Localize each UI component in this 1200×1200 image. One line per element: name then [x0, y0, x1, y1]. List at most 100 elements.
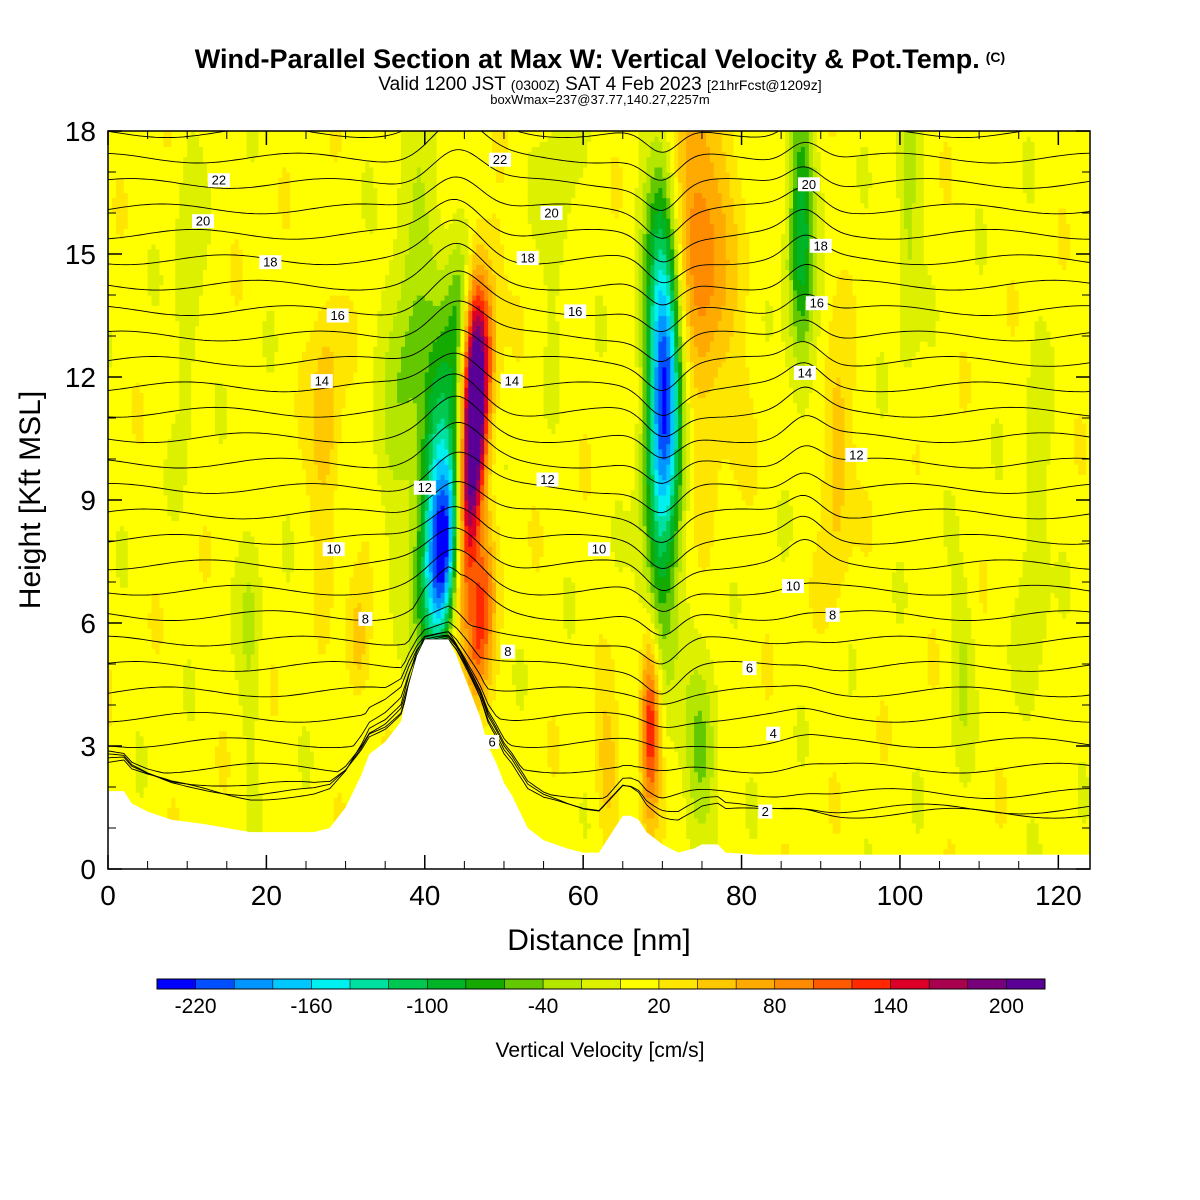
heat-cell	[128, 341, 133, 347]
heat-cell	[140, 736, 145, 742]
heat-cell	[140, 280, 145, 286]
heat-cell	[116, 321, 121, 327]
heat-cell	[116, 449, 121, 455]
heat-cell	[140, 423, 145, 429]
heat-cell	[136, 444, 141, 450]
heat-cell	[116, 710, 121, 716]
heat-cell	[116, 346, 121, 352]
heat-cell	[112, 459, 117, 465]
heat-cell	[120, 136, 125, 142]
heat-cell	[120, 531, 125, 537]
heat-cell	[120, 403, 125, 409]
heat-cell	[140, 526, 145, 532]
heat-cell	[124, 454, 129, 460]
heat-cell	[140, 433, 145, 439]
heat-cell	[124, 398, 129, 404]
heat-cell	[116, 767, 121, 773]
heat-cell	[136, 710, 141, 716]
heat-cell	[124, 623, 129, 629]
heat-cell	[128, 777, 133, 783]
heat-cell	[116, 480, 121, 486]
heat-cell	[116, 208, 121, 214]
heat-cell	[112, 382, 117, 388]
heat-cell	[132, 521, 137, 527]
heat-cell	[124, 700, 129, 706]
heat-cell	[128, 454, 133, 460]
heat-cell	[128, 644, 133, 650]
heat-cell	[132, 392, 137, 398]
heat-cell	[140, 608, 145, 614]
heat-cell	[132, 582, 137, 588]
heat-cell	[136, 213, 141, 219]
heat-cell	[132, 228, 137, 234]
heat-cell	[136, 367, 141, 373]
heat-cell	[132, 541, 137, 547]
heat-cell	[124, 167, 129, 173]
heat-cell	[128, 141, 133, 147]
heat-cell	[128, 587, 133, 593]
heat-cell	[132, 444, 137, 450]
heat-cell	[116, 351, 121, 357]
heat-cell	[136, 505, 141, 511]
heat-cell	[120, 392, 125, 398]
heat-cell	[140, 193, 145, 199]
heat-cell	[124, 357, 129, 363]
heat-cell	[132, 695, 137, 701]
heat-cell	[116, 326, 121, 332]
heat-cell	[124, 705, 129, 711]
heat-cell	[140, 198, 145, 204]
heat-cell	[124, 649, 129, 655]
heat-cell	[128, 321, 133, 327]
heat-cell	[120, 526, 125, 532]
heat-cell	[116, 551, 121, 557]
heat-cell	[120, 562, 125, 568]
heat-cell	[128, 187, 133, 193]
heat-cell	[120, 556, 125, 562]
heat-cell	[112, 715, 117, 721]
heat-cell	[112, 136, 117, 142]
heat-cell	[116, 705, 121, 711]
heat-cell	[124, 521, 129, 527]
heat-cell	[132, 756, 137, 762]
heat-cell	[112, 664, 117, 670]
heat-cell	[136, 387, 141, 393]
heat-cell	[112, 157, 117, 163]
heat-cell	[112, 546, 117, 552]
heat-cell	[132, 731, 137, 737]
heat-cell	[112, 362, 117, 368]
heat-cell	[116, 193, 121, 199]
heat-cell	[136, 469, 141, 475]
heat-cell	[136, 300, 141, 306]
heat-cell	[136, 741, 141, 747]
heat-cell	[120, 280, 125, 286]
heat-cell	[128, 203, 133, 209]
heat-cell	[120, 577, 125, 583]
heat-cell	[140, 490, 145, 496]
heat-cell	[128, 223, 133, 229]
heat-cell	[112, 403, 117, 409]
heat-cell	[140, 377, 145, 383]
heat-cell	[124, 392, 129, 398]
heat-cell	[136, 254, 141, 260]
heat-cell	[128, 726, 133, 732]
heat-cell	[116, 290, 121, 296]
heat-cell	[116, 398, 121, 404]
heat-cell	[136, 439, 141, 445]
heat-cell	[128, 541, 133, 547]
heat-cell	[140, 316, 145, 322]
heat-cell	[140, 720, 145, 726]
heat-cell	[124, 187, 129, 193]
heat-cell	[124, 500, 129, 506]
heat-cell	[116, 695, 121, 701]
heat-cell	[120, 782, 125, 788]
heat-cell	[116, 644, 121, 650]
heat-cell	[128, 469, 133, 475]
heat-cell	[128, 510, 133, 516]
heat-cell	[120, 521, 125, 527]
heat-cell	[124, 403, 129, 409]
heat-cell	[120, 382, 125, 388]
heat-cell	[124, 290, 129, 296]
heat-cell	[132, 587, 137, 593]
heat-cell	[136, 351, 141, 357]
heat-cell	[120, 269, 125, 275]
